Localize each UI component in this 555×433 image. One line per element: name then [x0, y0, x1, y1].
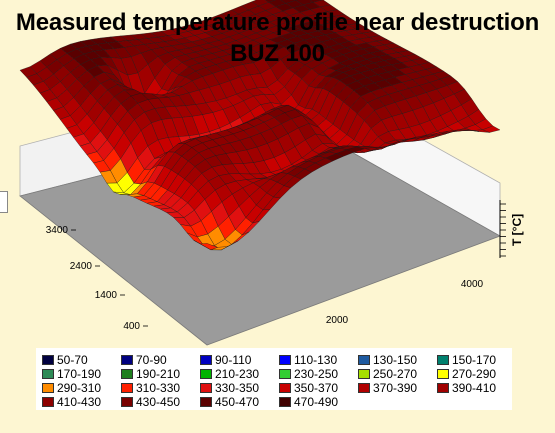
- y-tick-label: 2400: [70, 261, 93, 272]
- legend-label: 210-230: [215, 367, 260, 381]
- legend-label: 50-70: [57, 353, 88, 367]
- legend-swatch: [279, 397, 291, 407]
- legend-label: 110-130: [294, 353, 338, 367]
- legend-label: 390-410: [452, 381, 497, 395]
- y-tick-label: 1400: [95, 290, 118, 301]
- legend-label: 270-290: [452, 367, 497, 381]
- legend-label: 470-490: [294, 395, 339, 409]
- chart-title: Measured temperature profile near destru…: [15, 9, 540, 36]
- side-handle[interactable]: [0, 191, 8, 213]
- legend-swatch: [279, 383, 291, 393]
- x-tick-label: 4000: [461, 279, 484, 290]
- legend-swatch: [437, 383, 449, 393]
- legend-swatch: [200, 397, 212, 407]
- legend-label: 350-370: [294, 381, 339, 395]
- legend-swatch: [121, 355, 133, 365]
- legend-swatch: [358, 383, 370, 393]
- legend-label: 330-350: [215, 381, 260, 395]
- chart-subtitle: BUZ 100: [230, 40, 325, 67]
- legend-swatch: [358, 355, 370, 365]
- legend-swatch: [42, 397, 54, 407]
- legend-label: 430-450: [136, 395, 181, 409]
- surface-mesh: [19, 0, 501, 251]
- legend-label: 310-330: [136, 381, 181, 395]
- y-tick-label: 400: [123, 321, 140, 332]
- legend-label: 250-270: [373, 367, 418, 381]
- legend-swatch: [121, 383, 133, 393]
- legend-swatch: [437, 369, 449, 379]
- legend-swatch: [358, 369, 370, 379]
- legend-swatch: [121, 397, 133, 407]
- legend-swatch: [279, 355, 291, 365]
- z-axis-label: T [°C]: [510, 214, 524, 246]
- z-axis: [499, 200, 506, 258]
- legend-swatch: [200, 369, 212, 379]
- legend-swatch: [437, 355, 449, 365]
- surface-cell: [199, 243, 219, 250]
- legend-swatch: [42, 383, 54, 393]
- x-axis-ticks: 2000 4000: [326, 279, 484, 326]
- legend-label: 410-430: [57, 395, 102, 409]
- y-tick-label: 3400: [46, 225, 69, 236]
- legend-swatch: [279, 369, 291, 379]
- y-axis-ticks: 3400 2400 1400 400: [46, 225, 148, 332]
- legend-label: 90-110: [215, 353, 252, 367]
- legend-swatch: [200, 383, 212, 393]
- legend: 50-70 70-90 90-110 110-130 130-150 150-170 170…: [36, 348, 512, 410]
- legend-swatch: [200, 355, 212, 365]
- legend-label: 170-190: [57, 367, 102, 381]
- legend-swatch: [121, 369, 133, 379]
- legend-label: 370-390: [373, 381, 418, 395]
- legend-label: 450-470: [215, 395, 260, 409]
- legend-label: 150-170: [452, 353, 497, 367]
- x-tick-label: 2000: [326, 315, 349, 326]
- legend-label: 230-250: [294, 367, 339, 381]
- legend-label: 290-310: [57, 381, 102, 395]
- legend-label: 130-150: [373, 353, 418, 367]
- legend-swatch: [42, 369, 54, 379]
- legend-label: 190-210: [136, 367, 181, 381]
- legend-label: 70-90: [136, 353, 167, 367]
- legend-swatch: [42, 355, 54, 365]
